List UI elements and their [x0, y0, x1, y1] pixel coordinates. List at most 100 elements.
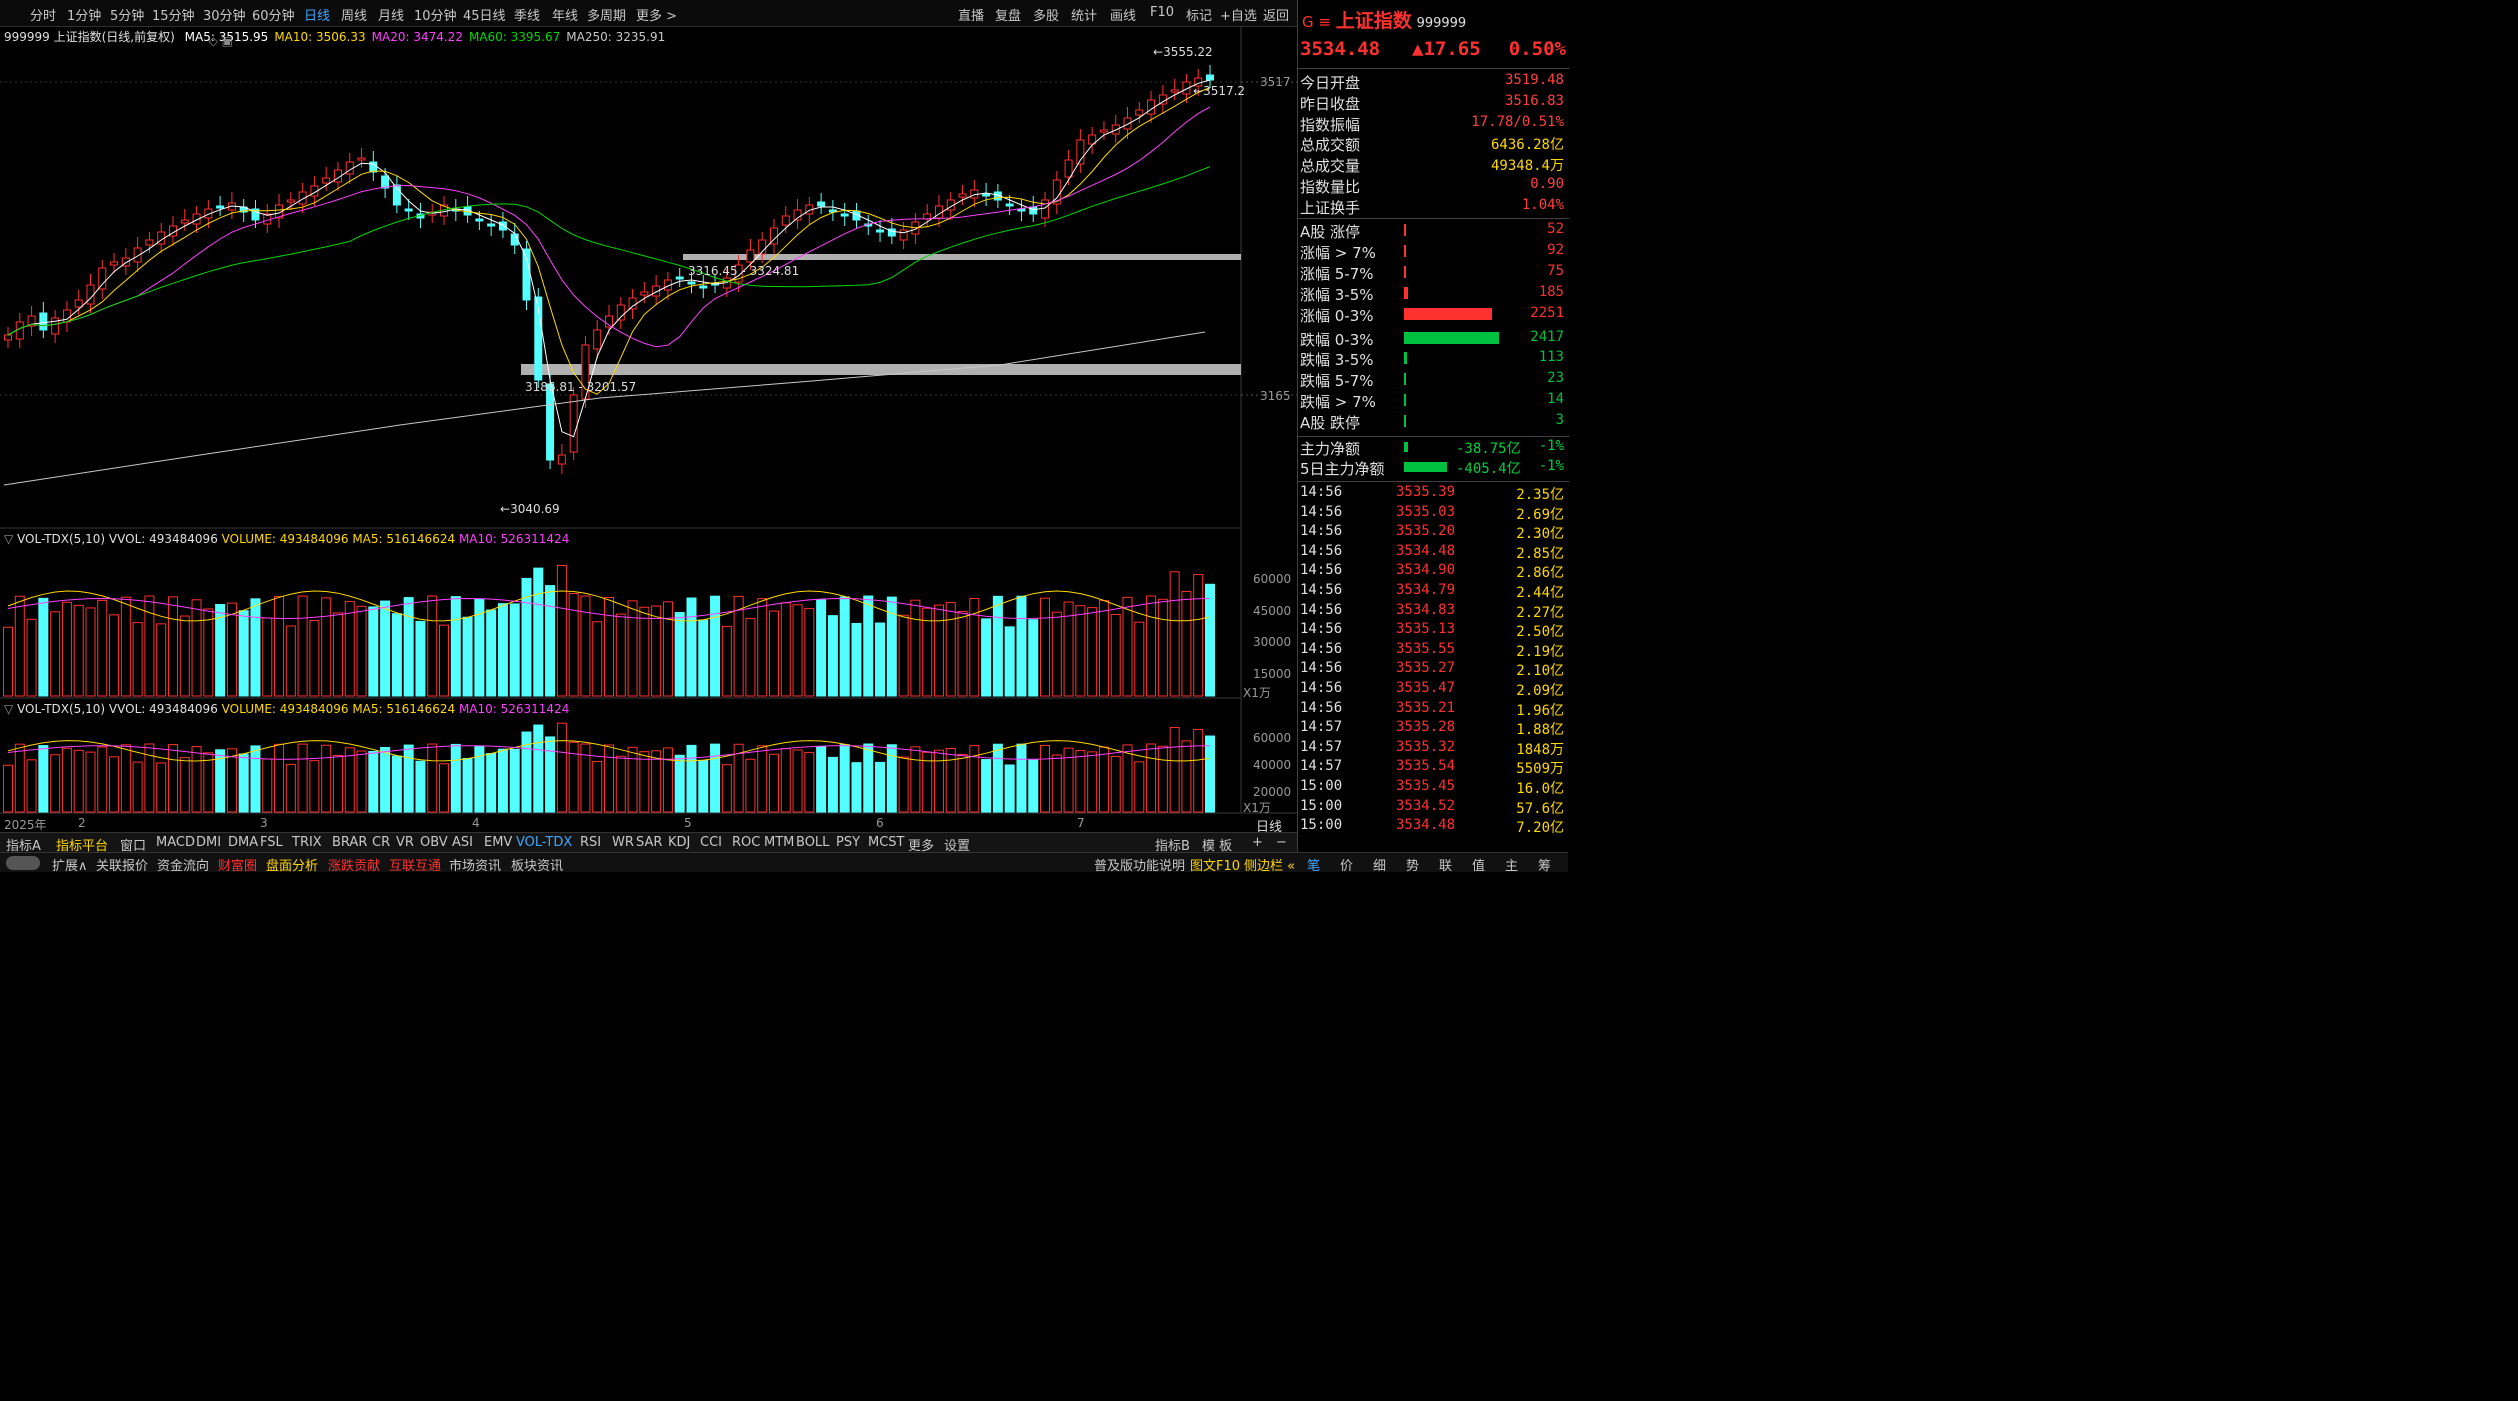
indicator-tab[interactable]: MTM [764, 835, 795, 850]
indicator-tab[interactable]: 设置 [944, 839, 971, 854]
side-tab[interactable]: 主 [1505, 859, 1519, 874]
indicator-tab[interactable]: VR [396, 835, 414, 850]
period-tab[interactable]: 30分钟 [203, 9, 246, 24]
menu-icon[interactable]: ≡ [1318, 13, 1331, 31]
period-tab[interactable]: 日线 [304, 9, 331, 24]
toolbar-action[interactable]: +自选 [1220, 9, 1257, 24]
candle [286, 199, 295, 203]
volume-bar [1098, 600, 1109, 697]
indicator-tab[interactable]: BOLL [796, 835, 830, 850]
indicator-tab[interactable]: FSL [260, 835, 283, 850]
toggle-switch[interactable] [6, 856, 40, 870]
indicator-tab[interactable]: CCI [700, 835, 722, 850]
indicator-tab[interactable]: 窗口 [120, 839, 147, 854]
breadth-value: 92 [1547, 241, 1564, 258]
side-tab[interactable]: 值 [1472, 859, 1486, 874]
indicator-tab[interactable]: CR [372, 835, 391, 850]
indicator-tab[interactable]: 更多 [908, 839, 935, 854]
toolbar-action[interactable]: 多股 [1033, 9, 1060, 24]
indicator-tab[interactable]: 指标A [6, 839, 41, 854]
chart-corner-icons[interactable]: ◇ ▣ [208, 34, 233, 48]
toolbar-action[interactable]: 复盘 [995, 9, 1022, 24]
bottom-tab[interactable]: 互联互通 [389, 859, 442, 874]
period-tab[interactable]: 周线 [341, 9, 368, 24]
period-tab[interactable]: 月线 [378, 9, 405, 24]
period-tab[interactable]: 15分钟 [152, 9, 195, 24]
volume-bar [497, 748, 508, 813]
bottom-tab[interactable]: 资金流向 [157, 859, 210, 874]
indicator-right-tab[interactable]: 模 板 [1202, 839, 1233, 854]
candle [1029, 206, 1038, 215]
indicator-tab[interactable]: 指标平台 [56, 839, 109, 854]
period-tab[interactable]: 5分钟 [110, 9, 145, 24]
bottom-right-link[interactable]: 侧边栏 « [1244, 859, 1296, 874]
volume-bar [1051, 754, 1062, 813]
tick-volume: 57.6亿 [1516, 800, 1564, 817]
indicator-tab[interactable]: TRIX [292, 835, 322, 850]
period-tab[interactable]: 分时 [30, 9, 57, 24]
volume-bar [179, 757, 190, 813]
toolbar-action[interactable]: 统计 [1071, 9, 1098, 24]
bottom-tab[interactable]: 板块资讯 [511, 859, 564, 874]
indicator-right-tab[interactable]: 指标B [1155, 839, 1190, 854]
bottom-tab[interactable]: 扩展∧ [52, 859, 88, 874]
bottom-tab[interactable]: 市场资讯 [449, 859, 502, 874]
indicator-tab[interactable]: PSY [836, 835, 861, 850]
toolbar-action[interactable]: 画线 [1110, 9, 1137, 24]
breadth-value: 23 [1547, 370, 1564, 387]
indicator-right-tab[interactable]: − [1276, 835, 1287, 850]
volume-bar [450, 596, 461, 697]
side-tab[interactable]: 价 [1340, 859, 1354, 874]
side-tab[interactable]: 筹 [1538, 859, 1552, 874]
bottom-tab[interactable]: 财富圈 [218, 859, 258, 874]
period-tab[interactable]: 10分钟 [414, 9, 457, 24]
indicator-tab[interactable]: VOL-TDX [516, 835, 573, 850]
side-tab[interactable]: 势 [1406, 859, 1420, 874]
indicator-tab[interactable]: BRAR [332, 835, 368, 850]
period-tab[interactable]: 1分钟 [67, 9, 102, 24]
volume-bar [238, 753, 249, 813]
bottom-tab[interactable]: 盘面分析 [266, 859, 319, 874]
period-tab[interactable]: 更多 > [636, 9, 678, 24]
indicator-tab[interactable]: OBV [420, 835, 448, 850]
indicator-tab[interactable]: ROC [732, 835, 761, 850]
indicator-tab[interactable]: MCST [868, 835, 905, 850]
period-tab[interactable]: 季线 [514, 9, 541, 24]
tick-price: 3535.54 [1396, 758, 1456, 775]
period-tab[interactable]: 多周期 [587, 9, 627, 24]
indicator-tab[interactable]: WR [612, 835, 634, 850]
toolbar-action[interactable]: 返回 [1263, 9, 1290, 24]
vol-indicator-title: VOL-TDX(5,10) [17, 702, 106, 716]
side-tab[interactable]: 联 [1439, 859, 1453, 874]
breadth-row: 跌幅 > 7% 14 [1300, 391, 1566, 411]
bottom-tab[interactable]: 关联报价 [96, 859, 149, 874]
period-tab[interactable]: 年线 [552, 9, 579, 24]
indicator-tab[interactable]: RSI [580, 835, 602, 850]
indicator-tab[interactable]: DMI [196, 835, 222, 850]
indicator-tab[interactable]: SAR [636, 835, 663, 850]
flow-row: 主力净额 -38.75亿 -1% [1300, 438, 1566, 458]
candle [404, 208, 413, 212]
indicator-tab[interactable]: DMA [228, 835, 259, 850]
indicator-tab[interactable]: MACD [156, 835, 195, 850]
indicator-tab[interactable]: EMV [484, 835, 513, 850]
toolbar-action[interactable]: 标记 [1186, 9, 1213, 24]
bottom-tab[interactable]: 涨跌贡献 [328, 859, 381, 874]
volume-bar [1063, 601, 1074, 697]
candle [699, 285, 708, 289]
period-tab[interactable]: 45日线 [463, 9, 506, 24]
indicator-tab[interactable]: ASI [452, 835, 473, 850]
indicator-tab[interactable]: KDJ [668, 835, 691, 850]
volume-bar [1110, 613, 1121, 697]
indicator-right-tab[interactable]: + [1252, 835, 1263, 850]
toolbar-action[interactable]: 直播 [958, 9, 985, 24]
toolbar-action[interactable]: F10 [1150, 5, 1175, 20]
bottom-right-link[interactable]: 图文F10 [1190, 859, 1241, 874]
period-tab[interactable]: 60分钟 [252, 9, 295, 24]
side-tab[interactable]: 细 [1373, 859, 1387, 874]
kline-chart[interactable] [0, 27, 1297, 832]
volume-bar [14, 743, 25, 813]
bottom-right-link[interactable]: 普及版功能说明 [1094, 859, 1186, 874]
side-tab[interactable]: 笔 [1307, 859, 1321, 874]
flag-label[interactable]: G [1302, 13, 1314, 31]
